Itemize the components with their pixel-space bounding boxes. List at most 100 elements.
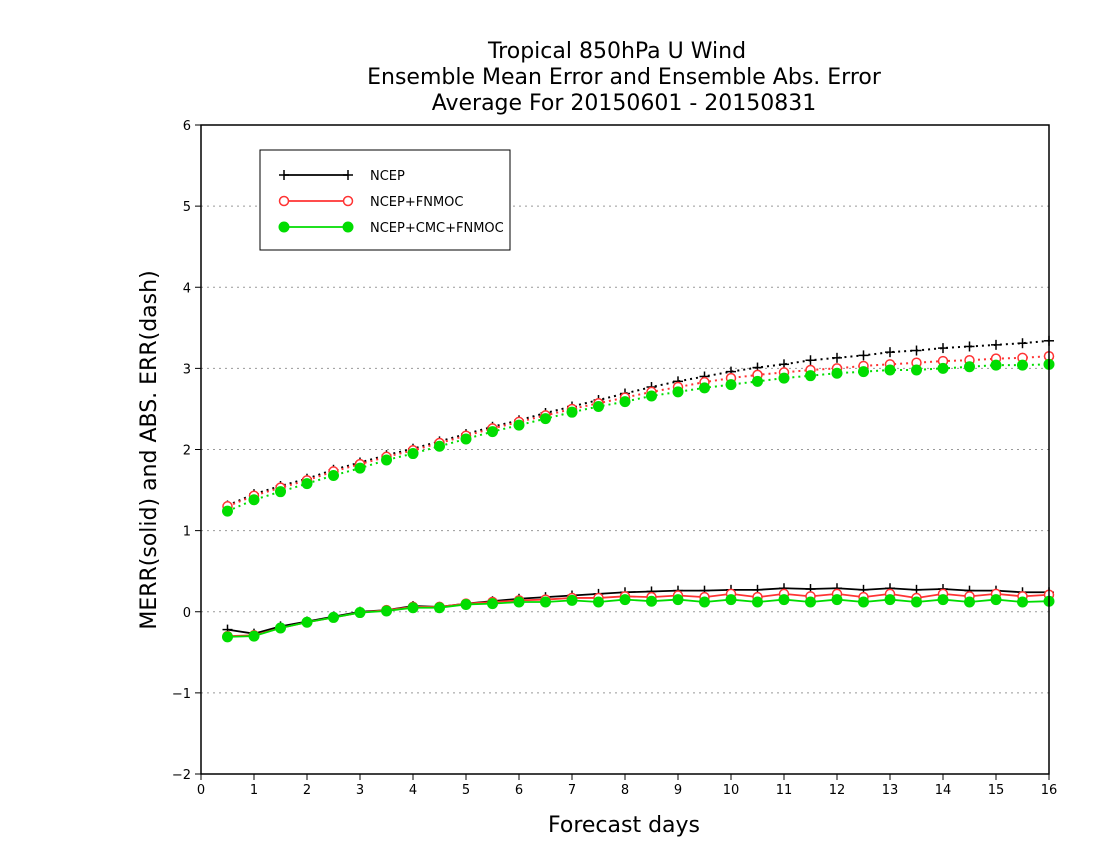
data-point-marker bbox=[248, 630, 260, 642]
data-point-marker bbox=[831, 594, 843, 606]
x-axis-label: Forecast days bbox=[548, 813, 700, 838]
data-point-marker bbox=[275, 486, 286, 498]
data-point-marker bbox=[699, 596, 710, 608]
data-point-marker bbox=[1017, 359, 1028, 371]
data-point-marker bbox=[938, 343, 948, 354]
data-point-marker bbox=[354, 462, 366, 474]
legend-label: NCEP bbox=[370, 169, 405, 184]
y-tick-label: 6 bbox=[183, 119, 191, 134]
x-tick-label: 3 bbox=[356, 783, 364, 798]
x-tick-label: 6 bbox=[515, 783, 523, 798]
data-point-marker bbox=[725, 379, 737, 391]
y-tick-label: 1 bbox=[183, 525, 191, 540]
legend: NCEP NCEP+FNMOC NCEP+CMC+FNMOC bbox=[259, 149, 511, 251]
abs-error-line bbox=[227, 363, 1050, 513]
x-tick-label: 1 bbox=[250, 783, 258, 798]
y-tick-label: −1 bbox=[172, 687, 191, 702]
data-point-marker bbox=[278, 221, 290, 233]
data-point-marker bbox=[646, 595, 657, 607]
legend-entry: NCEP+CMC+FNMOC bbox=[278, 221, 504, 236]
x-tick-label: 2 bbox=[303, 783, 311, 798]
legend-label: NCEP+CMC+FNMOC bbox=[370, 221, 504, 236]
data-point-marker bbox=[343, 170, 353, 180]
data-point-marker bbox=[487, 426, 498, 438]
data-point-marker bbox=[884, 364, 896, 376]
data-point-marker bbox=[460, 598, 472, 610]
data-point-marker bbox=[381, 454, 392, 466]
data-point-marker bbox=[566, 406, 578, 418]
data-point-marker bbox=[699, 382, 710, 394]
legend-entry: NCEP+FNMOC bbox=[278, 195, 463, 210]
data-point-marker bbox=[752, 596, 763, 608]
data-point-marker bbox=[831, 367, 843, 379]
y-tick-label: 2 bbox=[183, 444, 191, 459]
data-point-marker bbox=[619, 396, 631, 408]
x-tick-label: 13 bbox=[882, 783, 899, 798]
data-point-marker bbox=[434, 440, 445, 452]
data-point-marker bbox=[858, 350, 869, 361]
data-point-marker bbox=[884, 594, 896, 606]
data-point-marker bbox=[937, 362, 949, 374]
x-tick-label: 10 bbox=[723, 783, 740, 798]
data-point-marker bbox=[328, 611, 339, 623]
y-tick-label: 5 bbox=[183, 200, 191, 215]
data-point-marker bbox=[434, 602, 445, 614]
data-point-marker bbox=[342, 221, 354, 233]
data-point-marker bbox=[1017, 596, 1028, 608]
data-point-marker bbox=[513, 596, 525, 608]
data-point-marker bbox=[301, 616, 313, 628]
data-point-marker bbox=[805, 355, 816, 366]
x-tick-label: 9 bbox=[674, 783, 682, 798]
data-point-marker bbox=[964, 361, 975, 373]
data-point-marker bbox=[646, 390, 657, 402]
data-point-marker bbox=[858, 596, 869, 608]
legend-label: NCEP+FNMOC bbox=[370, 195, 463, 210]
chart-title: Tropical 850hPa U Wind Ensemble Mean Err… bbox=[367, 39, 882, 116]
legend-entry: NCEP bbox=[279, 169, 405, 184]
x-tick-label: 4 bbox=[409, 783, 417, 798]
data-point-marker bbox=[778, 372, 790, 384]
data-point-marker bbox=[911, 345, 922, 356]
data-point-marker bbox=[222, 505, 233, 517]
data-point-marker bbox=[222, 631, 233, 643]
title-line-2: Ensemble Mean Error and Ensemble Abs. Er… bbox=[367, 65, 882, 90]
data-point-marker bbox=[752, 375, 763, 387]
data-point-marker bbox=[566, 594, 578, 606]
y-tick-label: 4 bbox=[183, 281, 191, 296]
data-point-marker bbox=[381, 605, 392, 617]
x-tick-label: 7 bbox=[568, 783, 576, 798]
title-line-1: Tropical 850hPa U Wind bbox=[487, 39, 746, 64]
data-point-marker bbox=[911, 596, 922, 608]
data-point-marker bbox=[805, 596, 816, 608]
data-point-marker bbox=[858, 366, 869, 378]
data-point-marker bbox=[672, 386, 684, 398]
data-point-marker bbox=[593, 596, 604, 608]
gridlines bbox=[201, 205, 1049, 694]
data-point-marker bbox=[937, 594, 949, 606]
data-point-marker bbox=[540, 596, 551, 608]
data-point-marker bbox=[619, 594, 631, 606]
series-group bbox=[222, 350, 1055, 642]
data-point-marker bbox=[964, 596, 975, 608]
x-tick-label: 12 bbox=[829, 783, 846, 798]
x-tick-label: 8 bbox=[621, 783, 629, 798]
series-lines bbox=[222, 335, 1055, 643]
data-point-marker bbox=[354, 607, 366, 619]
mean-error-line bbox=[227, 598, 1050, 638]
data-point-marker bbox=[593, 401, 604, 413]
y-axis-label: MERR(solid) and ABS. ERR(dash) bbox=[137, 270, 162, 629]
data-point-marker bbox=[248, 494, 260, 506]
data-point-marker bbox=[328, 469, 339, 481]
data-point-marker bbox=[1017, 338, 1028, 349]
data-point-marker bbox=[832, 352, 842, 363]
legend-box bbox=[259, 149, 511, 251]
x-tick-label: 11 bbox=[776, 783, 793, 798]
data-point-marker bbox=[279, 170, 289, 180]
data-point-marker bbox=[278, 195, 290, 207]
x-tick-label: 16 bbox=[1041, 783, 1058, 798]
mean-error-line bbox=[227, 587, 1049, 635]
data-point-marker bbox=[540, 413, 551, 425]
data-point-marker bbox=[964, 341, 975, 352]
data-point-marker bbox=[990, 359, 1002, 371]
